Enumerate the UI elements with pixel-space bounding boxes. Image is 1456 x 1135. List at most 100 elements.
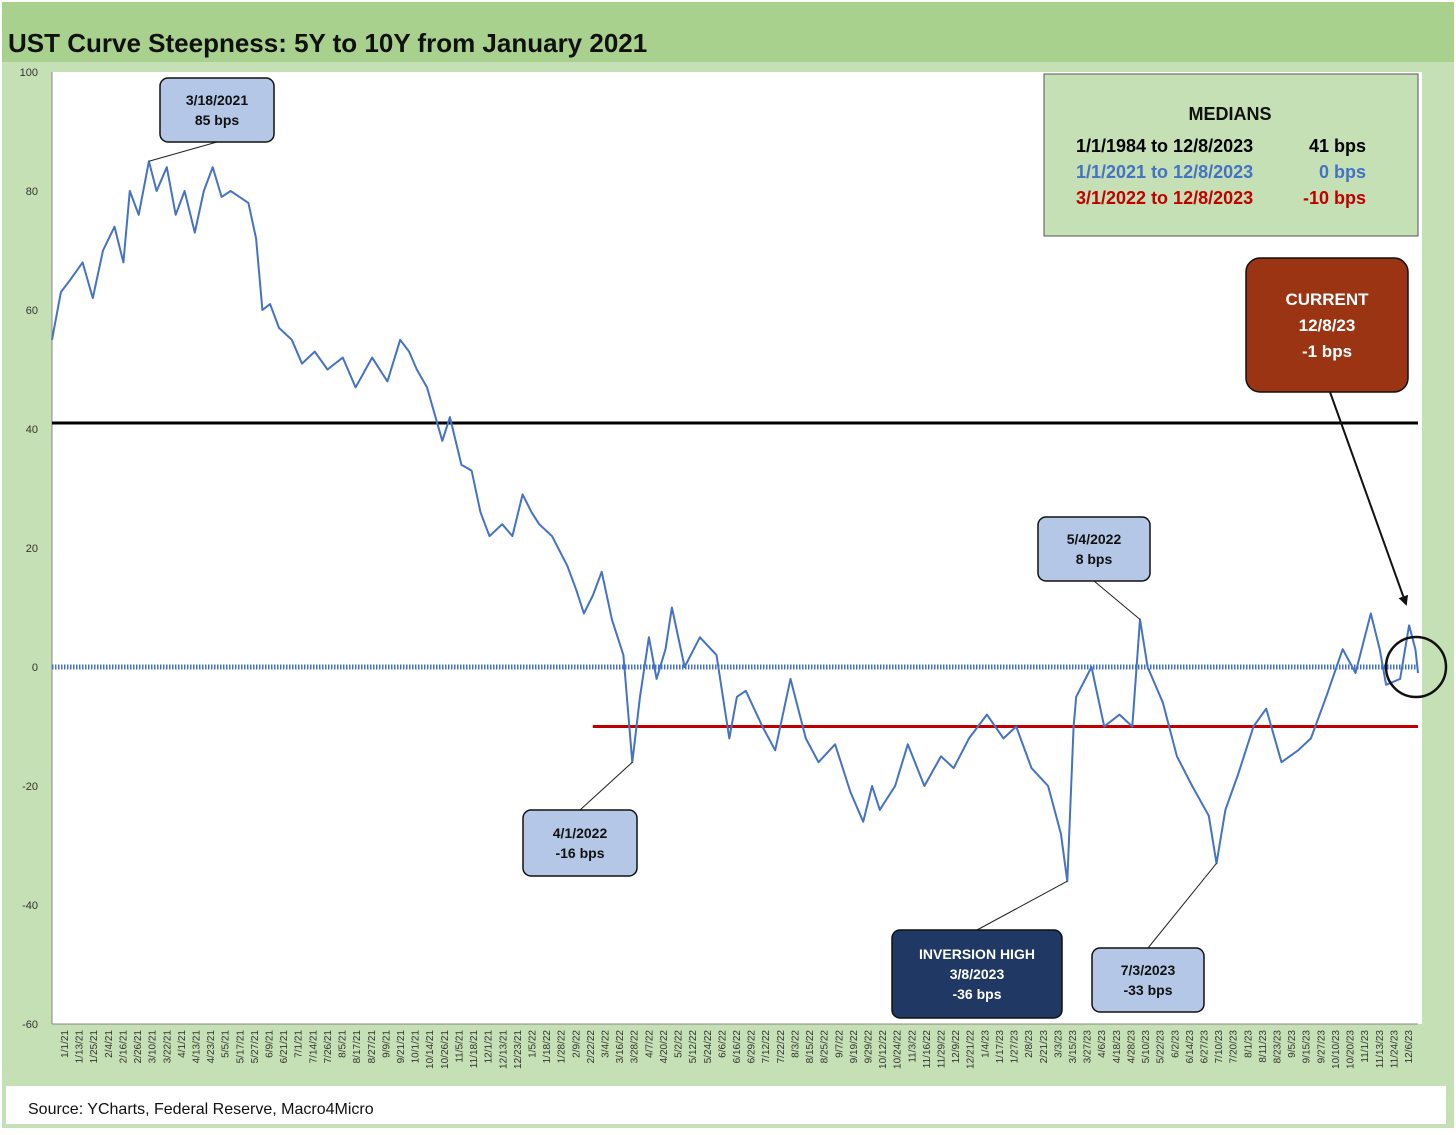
callout-text: -1 bps <box>1302 342 1352 361</box>
x-tick-label: 1/25/21 <box>89 1030 100 1064</box>
x-tick-label: 4/20/22 <box>659 1030 670 1064</box>
callout-box <box>522 809 638 877</box>
x-tick-label: 6/16/22 <box>732 1030 743 1064</box>
x-tick-label: 12/13/21 <box>498 1030 509 1069</box>
x-tick-label: 1/1/21 <box>60 1030 71 1058</box>
x-tick-label: 5/24/22 <box>703 1030 714 1064</box>
x-tick-label: 1/4/23 <box>980 1030 991 1058</box>
y-tick-label: -60 <box>22 1019 38 1031</box>
callout-apr-2022: 4/1/2022 -16 bps <box>522 809 638 877</box>
x-tick-label: 8/11/23 <box>1258 1030 1269 1063</box>
callout-text: 4/1/2022 <box>553 825 608 841</box>
x-tick-label: 1/28/22 <box>557 1030 568 1064</box>
x-tick-label: 5/5/21 <box>221 1030 232 1058</box>
x-tick-label: 3/15/23 <box>1068 1030 1079 1064</box>
x-tick-label: 4/7/22 <box>644 1030 655 1058</box>
x-tick-label: 9/9/21 <box>381 1030 392 1058</box>
median-row-label: 1/1/2021 to 12/8/2023 <box>1076 162 1253 182</box>
x-tick-label: 4/28/23 <box>1126 1030 1137 1064</box>
callout-box <box>1245 257 1409 393</box>
x-tick-label: 2/16/21 <box>118 1030 129 1064</box>
callout-leader <box>579 761 633 811</box>
median-row-value: 41 bps <box>1309 136 1366 156</box>
x-tick-label: 1/27/23 <box>1010 1030 1021 1064</box>
median-row-label: 1/1/1984 to 12/8/2023 <box>1076 136 1253 156</box>
callout-text: 3/18/2021 <box>186 92 248 108</box>
x-tick-label: 11/13/23 <box>1375 1030 1386 1069</box>
x-tick-label: 3/28/22 <box>630 1030 641 1064</box>
x-tick-label: 10/20/23 <box>1346 1030 1357 1069</box>
y-axis: -60 -40 -20 0 20 40 60 80 100 <box>20 67 53 1031</box>
medians-heading: MEDIANS <box>1188 104 1271 124</box>
callout-text: 7/3/2023 <box>1121 962 1176 978</box>
source-band <box>6 1086 1446 1124</box>
callout-box <box>159 77 275 143</box>
callout-text: -36 bps <box>952 986 1001 1002</box>
callout-box <box>1091 947 1205 1013</box>
callout-text: INVERSION HIGH <box>919 946 1035 962</box>
x-tick-label: 6/21/21 <box>279 1030 290 1064</box>
x-tick-label: 7/26/21 <box>323 1030 334 1064</box>
x-tick-label: 6/2/23 <box>1170 1030 1181 1058</box>
y-tick-label: 100 <box>20 67 38 79</box>
medians-box-bg <box>1043 73 1419 237</box>
x-tick-label: 4/23/21 <box>206 1030 217 1064</box>
x-tick-label: 10/1/21 <box>411 1030 422 1064</box>
x-tick-label: 3/22/21 <box>162 1030 173 1064</box>
y-tick-label: 20 <box>26 543 38 555</box>
x-tick-label: 5/17/21 <box>235 1030 246 1064</box>
x-tick-label: 5/2/22 <box>674 1030 685 1058</box>
y-tick-label: 0 <box>32 662 38 674</box>
x-tick-label: 3/3/23 <box>1053 1030 1064 1058</box>
callout-inversion-high: INVERSION HIGH 3/8/2023 -36 bps <box>891 929 1063 1019</box>
x-tick-label: 12/9/22 <box>951 1030 962 1064</box>
x-tick-label: 5/10/23 <box>1141 1030 1152 1064</box>
x-tick-label: 2/26/21 <box>133 1030 144 1064</box>
x-tick-label: 11/1/23 <box>1360 1030 1371 1063</box>
current-arrow <box>1329 391 1409 606</box>
current-marker-circle <box>1384 635 1448 699</box>
callout-current: CURRENT 12/8/23 -1 bps <box>1245 257 1409 393</box>
x-tick-label: 6/9/21 <box>265 1030 276 1058</box>
callout-jul-2023: 7/3/2023 -33 bps <box>1091 947 1205 1013</box>
y-tick-label: -40 <box>22 900 38 912</box>
median-row-label: 3/1/2022 to 12/8/2023 <box>1076 188 1253 208</box>
x-tick-label: 5/22/23 <box>1156 1030 1167 1064</box>
x-tick-label: 7/10/23 <box>1214 1030 1225 1064</box>
y-tick-label: -20 <box>22 781 38 793</box>
x-tick-label: 1/5/22 <box>527 1030 538 1058</box>
x-tick-label: 11/18/21 <box>469 1030 480 1069</box>
callout-text: 3/8/2023 <box>950 966 1005 982</box>
source-text: Source: YCharts, Federal Reserve, Macro4… <box>28 1101 374 1118</box>
callout-leader <box>976 880 1068 931</box>
y-tick-label: 40 <box>26 424 38 436</box>
callout-mar-2021-peak: 3/18/2021 85 bps <box>159 77 275 143</box>
callout-leader <box>1147 863 1217 949</box>
x-tick-label: 8/3/22 <box>790 1030 801 1058</box>
x-tick-label: 7/20/23 <box>1229 1030 1240 1064</box>
x-tick-label: 5/27/21 <box>250 1030 261 1064</box>
callout-text: 85 bps <box>195 112 240 128</box>
x-tick-label: 4/6/23 <box>1097 1030 1108 1058</box>
x-tick-label: 8/25/22 <box>820 1030 831 1064</box>
x-tick-label: 1/18/22 <box>542 1030 553 1064</box>
x-tick-label: 5/12/22 <box>688 1030 699 1064</box>
x-tick-label: 2/4/21 <box>104 1030 115 1058</box>
x-tick-label: 8/5/21 <box>338 1030 349 1058</box>
y-tick-label: 60 <box>26 305 38 317</box>
series-line <box>51 160 1419 883</box>
x-tick-label: 9/15/23 <box>1302 1030 1313 1064</box>
x-tick-label: 12/23/21 <box>513 1030 524 1069</box>
x-tick-label: 8/27/21 <box>367 1030 378 1064</box>
callout-box <box>891 929 1063 1019</box>
x-tick-label: 12/6/23 <box>1404 1030 1415 1064</box>
x-tick-label: 3/10/21 <box>148 1030 159 1064</box>
x-tick-label: 2/22/22 <box>586 1030 597 1064</box>
callout-text: 5/4/2022 <box>1067 531 1122 547</box>
x-tick-label: 9/29/22 <box>863 1030 874 1064</box>
series-layer <box>51 160 1419 883</box>
x-tick-label: 2/9/22 <box>571 1030 582 1058</box>
x-tick-label: 8/23/23 <box>1273 1030 1284 1064</box>
